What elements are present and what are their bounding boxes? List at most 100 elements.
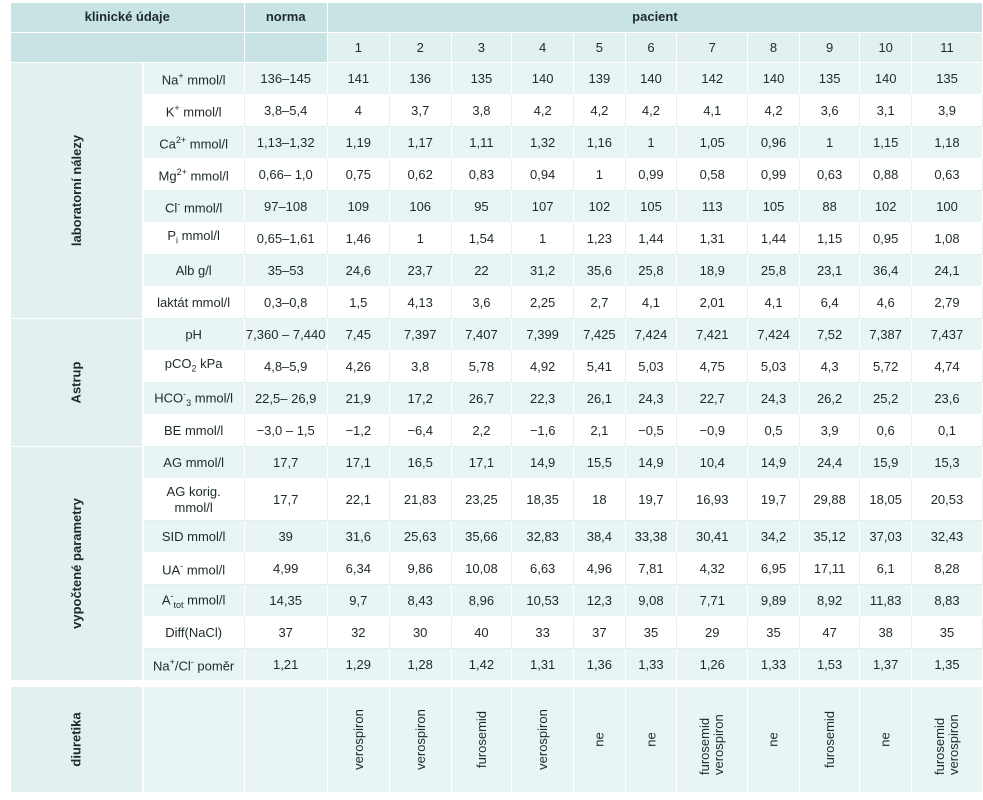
row-label-part: + [178,71,184,82]
row-label-part: pCO [164,356,192,372]
row-label: Na+/Cl- poměr [142,648,245,681]
patient-value: 88 [798,190,861,223]
patient-value: 4,32 [676,552,749,585]
patient-value: 25,2 [859,382,912,415]
diuretics-empty-cell [142,686,245,793]
patient-value: 18 [573,478,626,521]
diuretics-empty-cell [243,686,328,793]
row-label-part: mmol/l [178,228,220,244]
table-row: SID mmol/l 39 31,6 25,63 35,66 32,83 38,4 33,38… [11,520,983,553]
patient-value: 0,6 [859,414,912,447]
patient-value: 9,89 [747,584,800,617]
row-label: pH [142,318,245,351]
patient-value: 1,42 [450,648,513,681]
row-label-part: - [177,199,181,210]
row-label-part: P [167,228,177,244]
patient-value: 7,424 [624,318,678,351]
patient-value: 1,26 [676,648,749,681]
row-label-part: K [165,104,175,120]
patient-value: 4,26 [326,350,390,383]
patient-value: 47 [798,616,861,649]
patient-value: 23,25 [450,478,513,521]
patient-value: 4,6 [859,286,912,319]
patient-value: 15,5 [573,446,626,479]
patient-value: 3,8 [388,350,452,383]
patient-value: 0,88 [859,158,912,191]
patient-value: 102 [573,190,626,223]
patient-value: 25,63 [388,520,452,553]
patient-value: 2,2 [450,414,513,447]
row-label: pCO2 kPa [142,350,245,383]
row-label-part: Diff(NaCl) [165,624,223,640]
diuretic-value: furosemid verospiron [676,686,749,793]
row-label-part: mmol/l [186,136,229,152]
patient-value: 6,95 [747,552,800,585]
patient-number: 1 [326,32,390,63]
patient-value: 35 [910,616,983,649]
norm-value: 136–145 [243,62,328,95]
clinical-data-table: klinické údaje norma pacient 1 2 3 4 5 6 7 8 9 10… [9,2,983,793]
patient-value: 24,6 [326,254,390,287]
patient-value: 21,83 [388,478,452,521]
patient-value: 19,7 [747,478,800,521]
row-label-part: BE mmol/l [164,422,224,438]
row-label-part: Alb g/l [175,262,212,278]
patient-value: 18,05 [859,478,912,521]
group-label: Astrup [68,361,84,404]
patient-value: 4,75 [676,350,749,383]
patient-value: 7,425 [573,318,626,351]
patient-value: 2,1 [573,414,626,447]
patient-value: 1,54 [450,222,513,255]
diuretic-value: verospiron [388,686,452,793]
norm-value: 17,7 [243,446,328,479]
norm-value: −3,0 – 1,5 [243,414,328,447]
diuretics-row: diuretika verospiron verospiron furosemid ve… [9,686,983,793]
patient-value: 109 [326,190,390,223]
row-label-part: 2 [191,363,197,374]
patient-value: 140 [747,62,800,95]
row-label-part: UA [162,562,181,578]
row-label-part: mmol/l [183,562,226,578]
patient-value: 9,08 [624,584,678,617]
patient-value: 5,78 [450,350,513,383]
patient-value: 1,18 [910,126,983,159]
row-label-part: poměr [193,658,235,674]
patient-value: 10,53 [511,584,575,617]
patient-value: 35 [747,616,800,649]
patient-value: 5,72 [859,350,912,383]
patient-value: 1 [624,126,678,159]
diuretic-value: ne [747,686,800,793]
table-row: Na+/Cl- poměr 1,21 1,29 1,28 1,42 1,31 1,36 1,3… [11,648,983,681]
row-label-part: HCO [154,390,184,406]
patient-value: 3,7 [388,94,452,127]
norm-value: 39 [243,520,328,553]
row-label-part: pH [185,326,202,342]
patient-value: 29 [676,616,749,649]
patient-value: 35,6 [573,254,626,287]
diuretic-value: verospiron [326,686,390,793]
patient-value: 2,7 [573,286,626,319]
patient-value: 6,4 [798,286,861,319]
table-row: Alb g/l 35–53 24,6 23,7 22 31,2 35,6 25,8 18,9 25… [11,254,983,287]
patient-value: 9,86 [388,552,452,585]
patient-value: 2,01 [676,286,749,319]
patient-value: 8,92 [798,584,861,617]
patient-value: 3,9 [910,94,983,127]
patient-value: 1,33 [624,648,678,681]
diuretic-text: ne [878,732,894,747]
row-label-part: mmol/l [174,499,213,515]
patient-value: −1,2 [326,414,390,447]
patient-value: 136 [388,62,452,95]
patient-value: 18,9 [676,254,749,287]
row-label-part: + [169,657,175,668]
norm-value: 17,7 [243,478,328,521]
patient-number: 5 [573,32,626,63]
patient-value: 7,81 [624,552,678,585]
patient-value: 7,71 [676,584,749,617]
table-row: BE mmol/l −3,0 – 1,5 −1,2 −6,4 2,2 −1,6 2,1 −0,… [11,414,983,447]
row-label-part: mmol/l [180,200,223,216]
header-clinical: klinické údaje [10,2,245,33]
patient-value: 22,1 [326,478,390,521]
row-label-part: A [161,592,171,608]
table-row: UA- mmol/l 4,99 6,34 9,86 10,08 6,63 4,96 7,81 4… [11,552,983,585]
